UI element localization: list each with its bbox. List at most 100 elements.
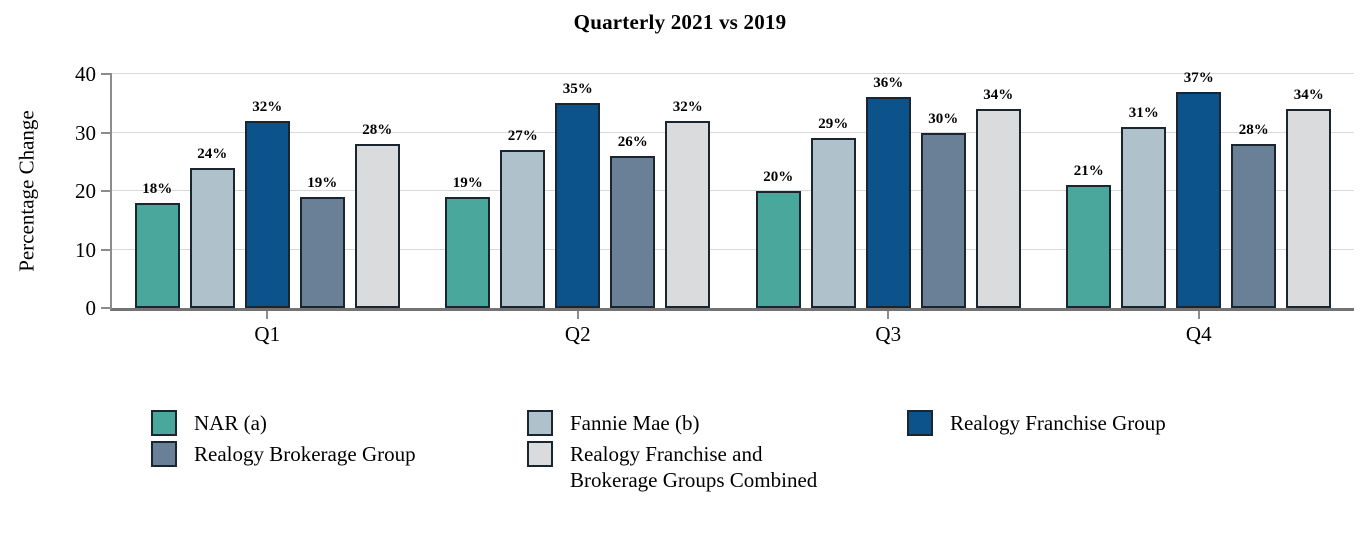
gridline	[112, 190, 1354, 191]
legend-item: Realogy Franchise Group	[907, 410, 1166, 436]
legend-column: Realogy Franchise Group	[907, 410, 1166, 436]
bar-wrap: 34%	[1286, 87, 1332, 308]
y-axis-tick	[101, 307, 112, 309]
bar-value-label: 18%	[142, 180, 173, 197]
bar-value-label: 26%	[617, 133, 648, 150]
bar	[189, 167, 235, 308]
bar-value-label: 31%	[1128, 104, 1159, 121]
legend-column: NAR (a) Realogy Brokerage Group	[151, 410, 416, 467]
bar	[445, 196, 491, 308]
bar-group: 18% 24% 32% 19% 28%	[112, 74, 423, 308]
x-axis-tick	[1197, 311, 1200, 319]
bar-wrap: 28%	[1231, 122, 1277, 308]
x-axis-tick	[266, 311, 269, 319]
bar	[610, 155, 656, 308]
x-axis-tick	[576, 311, 579, 319]
legend-swatch	[527, 410, 553, 436]
bar-group: 19% 27% 35% 26% 32%	[423, 74, 734, 308]
legend-column: Fannie Mae (b) Realogy Franchise and Brok…	[527, 410, 842, 493]
bar-value-label: 19%	[452, 174, 483, 191]
x-axis-label: Q1	[254, 322, 281, 346]
bar-wrap: 19%	[445, 174, 491, 308]
bar-wrap: 32%	[665, 98, 711, 308]
y-axis-title: Percentage Change	[14, 110, 39, 272]
bar-value-label: 32%	[252, 98, 283, 115]
bar-wrap: 20%	[755, 169, 801, 308]
bar	[975, 109, 1021, 308]
bar	[134, 202, 180, 308]
bar-wrap: 19%	[299, 174, 345, 308]
chart-title: Quarterly 2021 vs 2019	[573, 10, 787, 34]
bar	[1176, 91, 1222, 308]
y-tick-label: 0	[85, 296, 97, 320]
bar-value-label: 19%	[307, 174, 338, 191]
y-tick-label: 30	[75, 120, 96, 145]
y-axis-tick	[101, 190, 112, 192]
bar-value-label: 34%	[1293, 87, 1324, 104]
bar-wrap: 30%	[920, 110, 966, 308]
bar-wrap: 35%	[555, 81, 601, 308]
bar-wrap: 26%	[610, 133, 656, 308]
legend-swatch	[151, 410, 177, 436]
bar	[865, 97, 911, 308]
bar	[920, 132, 966, 308]
x-axis-label: Q4	[1185, 322, 1212, 346]
bar-wrap: 29%	[810, 116, 856, 308]
bar-wrap: 32%	[244, 98, 290, 308]
bar	[665, 120, 711, 308]
bar-value-label: 30%	[928, 110, 959, 127]
bar-value-label: 32%	[672, 98, 703, 115]
legend-label: NAR (a)	[194, 411, 267, 435]
bar	[1121, 126, 1167, 308]
legend-label: Fannie Mae (b)	[570, 411, 700, 435]
gridline	[112, 131, 1354, 133]
bar	[354, 144, 400, 308]
bar-value-label: 35%	[562, 81, 593, 98]
y-tick-label: 10	[75, 237, 96, 262]
gridline	[112, 248, 1354, 250]
legend-label: Realogy Franchise Group	[950, 411, 1166, 435]
bar	[555, 103, 601, 308]
bar-value-label: 29%	[818, 116, 849, 133]
y-axis-tick	[101, 73, 112, 75]
legend-swatch	[907, 410, 933, 436]
y-tick-label: 40	[75, 62, 96, 86]
y-axis-tick	[101, 248, 112, 251]
bar	[500, 150, 546, 308]
legend-label: Realogy Brokerage Group	[194, 442, 416, 466]
legend-item: Fannie Mae (b)	[527, 410, 842, 436]
bar	[1231, 144, 1277, 308]
bar-value-label: 37%	[1183, 69, 1214, 86]
legend-label: Realogy Franchise and Brokerage Groups C…	[570, 442, 818, 492]
bar-wrap: 24%	[189, 145, 235, 308]
bar-group: 21% 31% 37% 28% 34%	[1044, 70, 1355, 308]
bar-wrap: 36%	[865, 75, 911, 308]
legend: NAR (a) Realogy Brokerage Group Fannie Mae…	[0, 410, 1360, 530]
bar-wrap: 27%	[500, 128, 546, 308]
bar-value-label: 20%	[763, 169, 794, 185]
legend-swatch	[151, 441, 177, 467]
bar-wrap: 18%	[134, 180, 180, 308]
bar-wrap: 28%	[354, 122, 400, 308]
bar-value-label: 24%	[197, 145, 228, 162]
bar-wrap: 37%	[1176, 69, 1222, 308]
bar	[755, 191, 801, 308]
x-axis-tick	[887, 311, 890, 319]
bar-value-label: 21%	[1073, 163, 1104, 180]
y-axis-tick	[101, 131, 112, 134]
bar-value-label: 34%	[983, 87, 1014, 104]
bar-value-label: 28%	[362, 122, 393, 139]
bar-wrap: 21%	[1066, 163, 1112, 308]
bar	[1066, 185, 1112, 308]
x-axis-label: Q2	[564, 322, 591, 346]
bar	[299, 196, 345, 308]
plot-area: 0 10 20 30 40 18% 24% 32% 19% 28% Q1 19% 27% 35% 26% 32…	[75, 62, 1355, 346]
legend-item: Realogy Brokerage Group	[151, 441, 416, 467]
bar-group: 20% 29% 36% 30% 34%	[733, 74, 1044, 308]
bar	[810, 138, 856, 308]
bar	[1286, 109, 1332, 308]
bar-wrap: 31%	[1121, 104, 1167, 308]
bar-value-label: 36%	[873, 75, 904, 92]
legend-item: NAR (a)	[151, 410, 416, 436]
